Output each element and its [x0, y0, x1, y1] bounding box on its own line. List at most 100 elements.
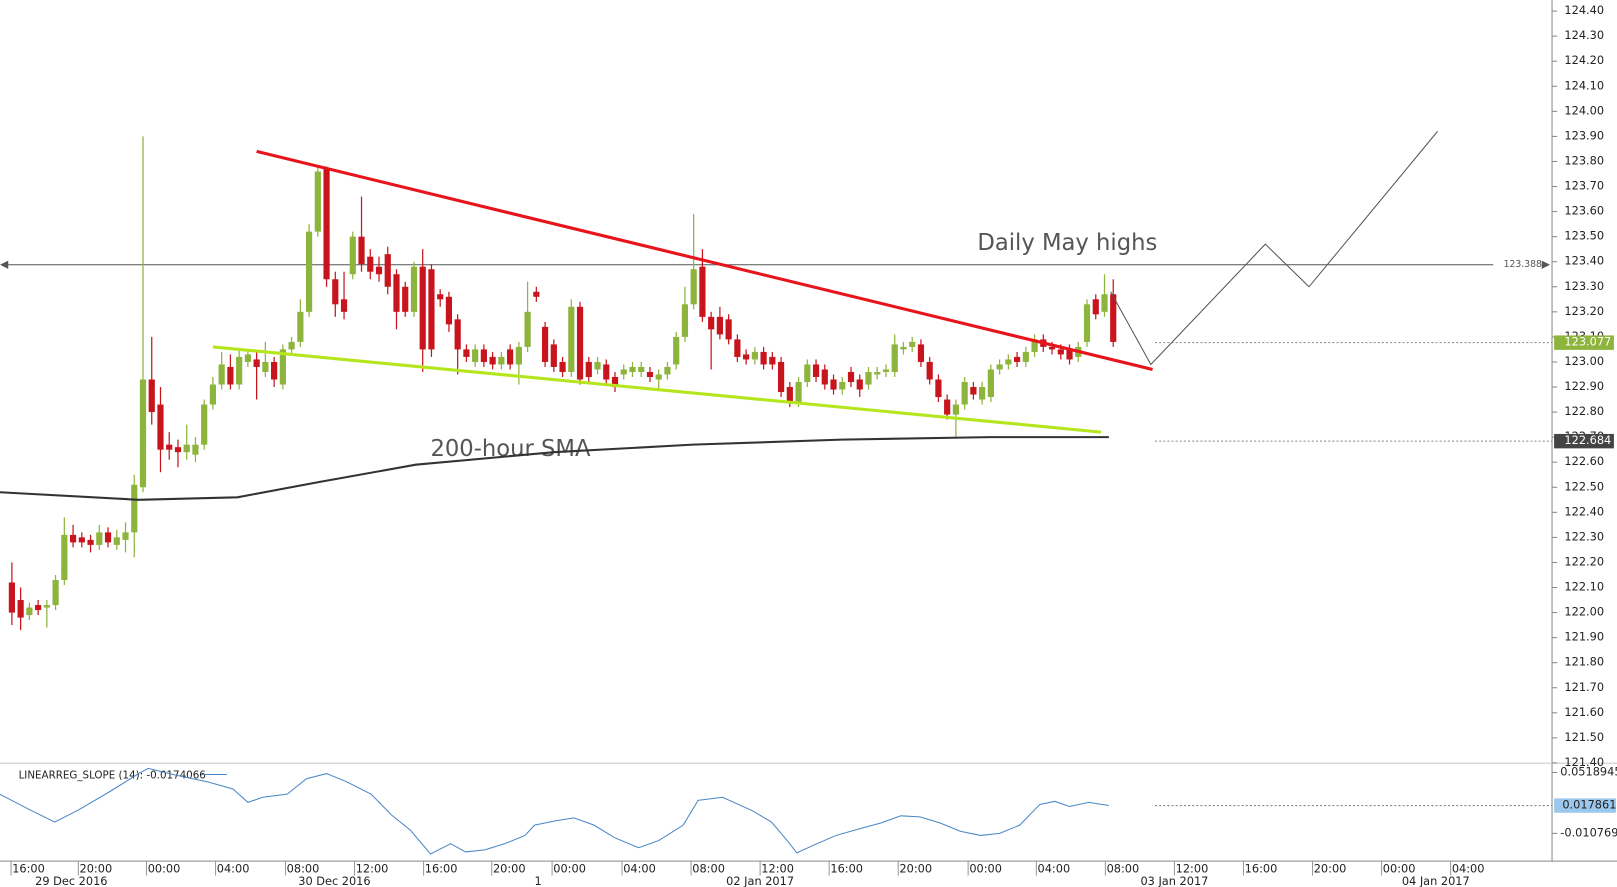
- candle-body: [463, 349, 470, 357]
- y-tick-label: 122.90: [1564, 379, 1604, 393]
- candle-body: [882, 369, 890, 372]
- candle-body: [113, 537, 120, 545]
- candle-body: [209, 384, 217, 405]
- candle-body: [585, 361, 592, 377]
- candle-body: [43, 605, 50, 608]
- annotation: 200-hour SMA: [430, 436, 591, 462]
- price-marker-box: [1554, 433, 1614, 449]
- candle-body: [664, 366, 671, 375]
- candle-body: [507, 349, 514, 365]
- y-tick-label: 122.30: [1564, 529, 1604, 543]
- candle-body: [699, 266, 706, 317]
- candle-body: [262, 361, 269, 372]
- level-arrow: [1541, 260, 1550, 269]
- candle-body: [987, 369, 994, 398]
- candle-body: [323, 168, 330, 280]
- candle-body: [69, 534, 77, 543]
- candle-body: [52, 579, 59, 606]
- candle-body: [611, 376, 619, 388]
- y-tick-label: 123.50: [1564, 229, 1604, 243]
- candle-body: [375, 266, 383, 275]
- candle-body: [358, 236, 365, 265]
- candle-body: [1048, 346, 1056, 350]
- candle-body: [489, 356, 496, 365]
- price-marker-box: [1554, 335, 1614, 350]
- candle-body: [541, 326, 549, 362]
- candle-body: [201, 404, 208, 445]
- x-tick-label: 20:00: [80, 861, 113, 875]
- candle-body: [218, 364, 225, 385]
- candle-body: [769, 356, 776, 365]
- candle-body: [917, 344, 925, 362]
- x-tick-label: 16:00: [12, 861, 45, 875]
- candle-body: [891, 344, 898, 372]
- candle-body: [865, 371, 872, 385]
- candle-body: [708, 316, 715, 330]
- candle-body: [1101, 294, 1108, 312]
- candle-body: [1031, 339, 1038, 352]
- candle-body: [454, 319, 461, 350]
- candle-body: [550, 344, 557, 367]
- candle-body: [559, 361, 566, 372]
- candle-body: [874, 371, 881, 375]
- candle-body: [1066, 349, 1073, 360]
- candle-body: [166, 444, 173, 450]
- candle-body: [236, 356, 243, 385]
- y-tick-label: 123.00: [1564, 354, 1604, 368]
- y-tick-label: 123.30: [1564, 279, 1604, 293]
- candle-body: [777, 361, 785, 393]
- indicator-label: LINEARREG_SLOPE (14): -0.0174066: [19, 770, 206, 782]
- candle-body: [839, 382, 846, 390]
- candle-body: [279, 349, 286, 385]
- candle-body: [734, 339, 741, 357]
- candle-body: [1110, 294, 1117, 342]
- candle-body: [603, 364, 610, 380]
- candle-body: [1057, 349, 1064, 355]
- candle-body: [935, 379, 942, 398]
- candle-body: [367, 256, 374, 272]
- candle-body: [900, 346, 907, 350]
- price-marker-label: 122.684: [1564, 433, 1611, 447]
- candle-body: [148, 379, 155, 413]
- candle-body: [646, 371, 654, 377]
- x-tick-label: 00:00: [1383, 861, 1416, 875]
- candle-body: [332, 279, 339, 305]
- candle-body: [620, 369, 627, 375]
- candle-body: [8, 582, 15, 613]
- candle-body: [760, 351, 767, 365]
- candle-body: [349, 236, 356, 275]
- y-tick-label: 123.40: [1564, 254, 1604, 268]
- candle-body: [271, 361, 278, 380]
- y-tick-label: 122.10: [1564, 580, 1604, 594]
- x-tick-label: 20:00: [899, 861, 932, 875]
- candle-body: [96, 532, 103, 545]
- candle-body: [157, 404, 164, 450]
- level-label: 123.388: [1504, 259, 1542, 270]
- candle-body: [472, 349, 479, 362]
- candle-body: [445, 296, 453, 325]
- overlay-line: [212, 345, 1102, 434]
- x-tick-label: 04:00: [623, 861, 656, 875]
- indicator-tick-label: -0.0107692: [1560, 825, 1617, 839]
- date-label: 29 Dec 2016: [35, 874, 107, 887]
- candle-body: [909, 341, 916, 347]
- date-label: 30 Dec 2016: [298, 874, 370, 887]
- y-tick-label: 121.80: [1564, 655, 1604, 669]
- x-tick-label: 04:00: [217, 861, 250, 875]
- candle-body: [524, 311, 531, 347]
- candle-body: [419, 266, 426, 350]
- x-tick-label: 00:00: [148, 861, 181, 875]
- y-tick-label: 122.20: [1564, 554, 1604, 568]
- candle-body: [716, 316, 723, 335]
- candle-body: [847, 371, 855, 383]
- y-tick-label: 122.00: [1564, 605, 1604, 619]
- candle-body: [227, 366, 234, 385]
- indicator-marker-label: 0.0178615: [1562, 798, 1617, 812]
- x-tick-label: 16:00: [425, 861, 458, 875]
- candle-body: [1083, 304, 1091, 342]
- candle-body: [437, 294, 444, 300]
- candle-body: [681, 304, 689, 337]
- y-tick-label: 122.60: [1564, 454, 1604, 468]
- candle-body: [751, 351, 758, 360]
